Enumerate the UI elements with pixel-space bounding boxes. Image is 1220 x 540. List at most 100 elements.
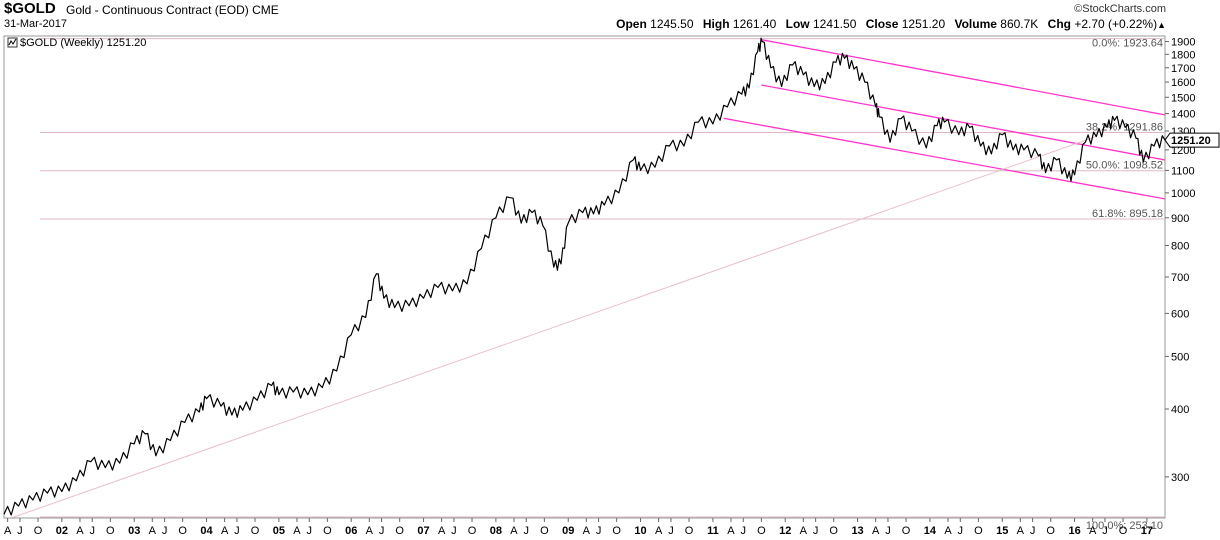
x-tick-label: J [668, 525, 674, 537]
fib-level-label: 0.0%: 1923.64 [1092, 38, 1163, 50]
y-tick-label: 1100 [1171, 165, 1195, 177]
y-axis: 1900180017001600150014001300120011001000… [1165, 37, 1195, 484]
trend-lines [11, 39, 1166, 519]
y-tick-label: 1800 [1171, 49, 1195, 61]
legend-line-icon [8, 38, 17, 46]
x-tick-label: 07 [417, 525, 429, 537]
x-tick-label: 13 [851, 525, 863, 537]
x-tick-label: 02 [56, 525, 68, 537]
y-tick-label: 1200 [1171, 145, 1195, 157]
last-price-label: 1251.20 [1171, 135, 1211, 147]
x-tick-label: 16 [1068, 525, 1080, 537]
x-tick-label: O [685, 525, 694, 537]
y-tick-label: 300 [1171, 472, 1189, 484]
x-tick-label: O [395, 525, 404, 537]
x-tick-label: O [1046, 525, 1055, 537]
x-tick-label: O [540, 525, 549, 537]
y-tick-label: 1000 [1171, 188, 1195, 200]
x-tick-label: A [438, 525, 446, 537]
last-price-marker [1164, 132, 1220, 148]
volume-label: Volume [954, 17, 997, 31]
x-tick-label: 10 [634, 525, 646, 537]
y-tick-label: 1600 [1171, 77, 1195, 89]
x-tick-label: J [741, 525, 747, 537]
channel-line [761, 39, 1166, 116]
x-tick-label: A [221, 525, 229, 537]
x-tick-label: J [1102, 525, 1108, 537]
chg-label: Chg [1047, 17, 1071, 31]
x-tick-label: O [251, 525, 260, 537]
x-tick-label: 15 [996, 525, 1008, 537]
x-tick-label: A [944, 525, 952, 537]
x-tick-label: O [902, 525, 911, 537]
description-text: Gold - Continuous Contract (EOD) [66, 3, 249, 17]
last-price-tag: 1251.20 [1164, 132, 1220, 148]
channel-line [723, 117, 1166, 200]
y-tick-label: 900 [1171, 213, 1189, 225]
y-tick-label: 800 [1171, 241, 1189, 253]
x-tick-label: O [106, 525, 115, 537]
x-axis: A J O 02 A J O 03 A J O 04 A J O 05 A J O 06 A J O 07 A J O 08 A J O 09… [4, 517, 1165, 537]
price-series [3, 37, 1166, 516]
x-tick-label: 14 [924, 525, 937, 537]
x-tick-label: A [655, 525, 663, 537]
open-label: Open [616, 17, 647, 31]
y-tick-label: 700 [1171, 272, 1189, 284]
x-tick-label: O [612, 525, 621, 537]
low-label: Low [785, 17, 810, 31]
open-value: 1245.50 [650, 17, 694, 31]
x-tick-label: O [974, 525, 983, 537]
ohlc-readout: Open 1245.50 High 1261.40 Low 1241.50 Cl… [616, 17, 1166, 31]
x-tick-label: A [366, 525, 374, 537]
x-tick-label: J [813, 525, 819, 537]
x-tick-label: J [885, 525, 891, 537]
chg-value: +2.70 (+0.22%) [1074, 17, 1158, 31]
x-tick-label: O [757, 525, 766, 537]
legend-label: $GOLD (Weekly) 1251.20 [20, 37, 146, 49]
channel-line [761, 84, 1166, 161]
x-tick-label: A [76, 525, 84, 537]
brand-logo[interactable]: ©StockCharts.com [1074, 3, 1166, 15]
x-tick-label: 06 [345, 525, 357, 537]
fib-level-label: 100.0%: 253.10 [1086, 520, 1163, 532]
x-tick-label: 11 [707, 525, 719, 537]
low-value: 1241.50 [812, 17, 857, 31]
x-tick-label: A [800, 525, 808, 537]
y-tick-label: 500 [1171, 351, 1189, 363]
x-tick-label: O [323, 525, 332, 537]
y-tick-label: 1500 [1171, 92, 1195, 104]
chart-date: 31-Mar-2017 [4, 18, 67, 30]
x-tick-label: J [1030, 525, 1036, 537]
x-tick-label: A [4, 525, 12, 537]
price-line [3, 37, 1166, 516]
x-tick-label: A [293, 525, 301, 537]
x-tick-label: A [1017, 525, 1025, 537]
x-tick-label: J [90, 525, 96, 537]
chg-up-icon: ▲ [1157, 20, 1166, 30]
y-tick-label: 1400 [1171, 109, 1195, 121]
x-tick-label: O [829, 525, 838, 537]
exchange-label: CME [252, 3, 279, 17]
x-tick-label: A [583, 525, 591, 537]
y-tick-label: 1900 [1171, 37, 1195, 49]
x-tick-label: J [451, 525, 457, 537]
x-tick-label: J [958, 525, 964, 537]
x-tick-label: O [468, 525, 477, 537]
x-tick-label: 05 [273, 525, 285, 537]
x-tick-label: J [524, 525, 530, 537]
x-tick-label: J [234, 525, 240, 537]
y-tick-label: 1700 [1171, 63, 1195, 75]
x-tick-label: O [178, 525, 187, 537]
instrument-description: Gold - Continuous Contract (EOD) CME [66, 3, 279, 17]
high-value: 1261.40 [732, 17, 777, 31]
fib-level-label: 61.8%: 895.18 [1092, 208, 1163, 220]
y-tick-label: 600 [1171, 308, 1189, 320]
volume-value: 860.7K [1000, 17, 1039, 31]
ticker-symbol: $GOLD [4, 0, 56, 17]
x-tick-label: J [596, 525, 602, 537]
x-tick-label: O [34, 525, 43, 537]
x-tick-label: 04 [200, 525, 213, 537]
x-tick-label: 12 [779, 525, 791, 537]
